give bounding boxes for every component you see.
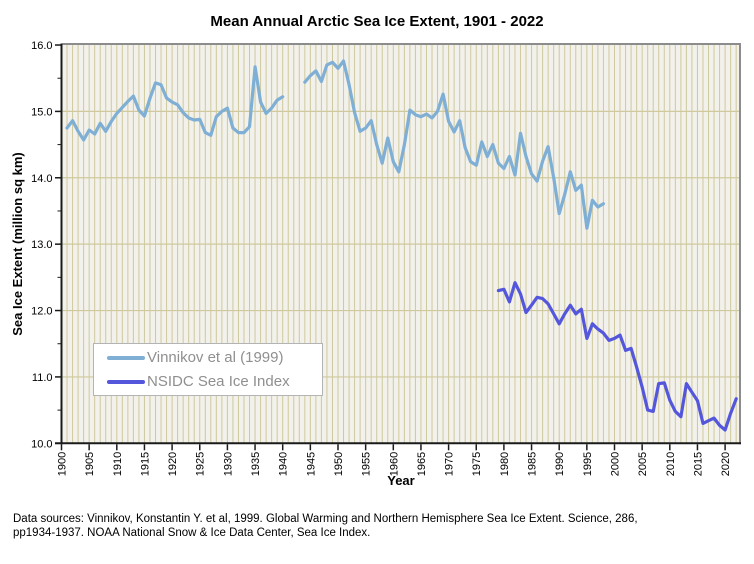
svg-text:1960: 1960	[388, 452, 400, 476]
x-axis-title: Year	[387, 473, 415, 488]
svg-text:1905: 1905	[84, 452, 96, 476]
svg-text:1910: 1910	[112, 452, 124, 476]
svg-text:1930: 1930	[222, 452, 234, 476]
svg-text:2010: 2010	[665, 452, 677, 476]
svg-text:1955: 1955	[361, 452, 373, 476]
svg-text:1970: 1970	[444, 452, 456, 476]
series-line-nsidc	[496, 281, 738, 432]
svg-text:2005: 2005	[637, 452, 649, 476]
svg-text:1995: 1995	[582, 452, 594, 476]
y-tick-labels: 10.0 11.0 12.0 13.0 14.0 15.0 16.0	[31, 40, 52, 450]
svg-text:1975: 1975	[471, 452, 483, 476]
svg-text:1920: 1920	[167, 452, 179, 476]
svg-text:1980: 1980	[499, 452, 511, 476]
plot-frame	[55, 43, 741, 445]
axis-ticks	[55, 44, 726, 451]
data-sources-line2: pp1934-1937. NOAA National Snow & Ice Da…	[13, 527, 371, 539]
svg-text:1990: 1990	[554, 452, 566, 476]
svg-text:2015: 2015	[692, 452, 704, 476]
svg-text:1935: 1935	[250, 452, 262, 476]
chart-title: Mean Annual Arctic Sea Ice Extent, 1901 …	[210, 13, 544, 30]
svg-text:11.0: 11.0	[32, 372, 53, 384]
plot-area: 1900 1905 1910 1915 1920 1925 1930 1935 1940 1945…	[31, 40, 741, 476]
series-line-vinnikov	[65, 59, 605, 230]
svg-text:1965: 1965	[416, 452, 428, 476]
nsidc-line-swatch	[107, 379, 145, 384]
svg-text:13.0: 13.0	[31, 239, 52, 251]
svg-text:1925: 1925	[195, 452, 207, 476]
svg-text:1945: 1945	[305, 452, 317, 476]
x-tick-labels: 1900 1905 1910 1915 1920 1925 1930 1935 1940 1945…	[57, 452, 733, 476]
svg-text:1950: 1950	[333, 452, 345, 476]
svg-text:12.0: 12.0	[31, 306, 52, 318]
svg-text:2000: 2000	[610, 452, 622, 476]
svg-text:1900: 1900	[57, 452, 69, 476]
svg-text:1940: 1940	[278, 452, 290, 476]
svg-text:14.0: 14.0	[31, 173, 52, 185]
horizontal-gridlines	[62, 110, 739, 378]
svg-text:1915: 1915	[139, 452, 151, 476]
legend-item: NSIDC Sea Ice Index	[107, 371, 322, 392]
data-sources-note: Data sources: Vinnikov, Konstantin Y. et…	[13, 512, 745, 540]
svg-text:2020: 2020	[720, 452, 732, 476]
svg-text:1985: 1985	[527, 452, 539, 476]
y-axis-title: Sea Ice Extent (million sq km)	[10, 152, 25, 336]
svg-text:15.0: 15.0	[31, 106, 52, 118]
legend: Vinnikov et al (1999) NSIDC Sea Ice Inde…	[93, 343, 323, 396]
legend-label-nsidc: NSIDC Sea Ice Index	[147, 373, 290, 390]
svg-text:10.0: 10.0	[31, 438, 52, 450]
svg-text:16.0: 16.0	[31, 40, 52, 52]
vinnikov-line-swatch	[107, 355, 145, 360]
data-sources-line1: Data sources: Vinnikov, Konstantin Y. et…	[13, 513, 638, 525]
legend-label-vinnikov: Vinnikov et al (1999)	[147, 349, 284, 366]
legend-item: Vinnikov et al (1999)	[107, 347, 322, 368]
